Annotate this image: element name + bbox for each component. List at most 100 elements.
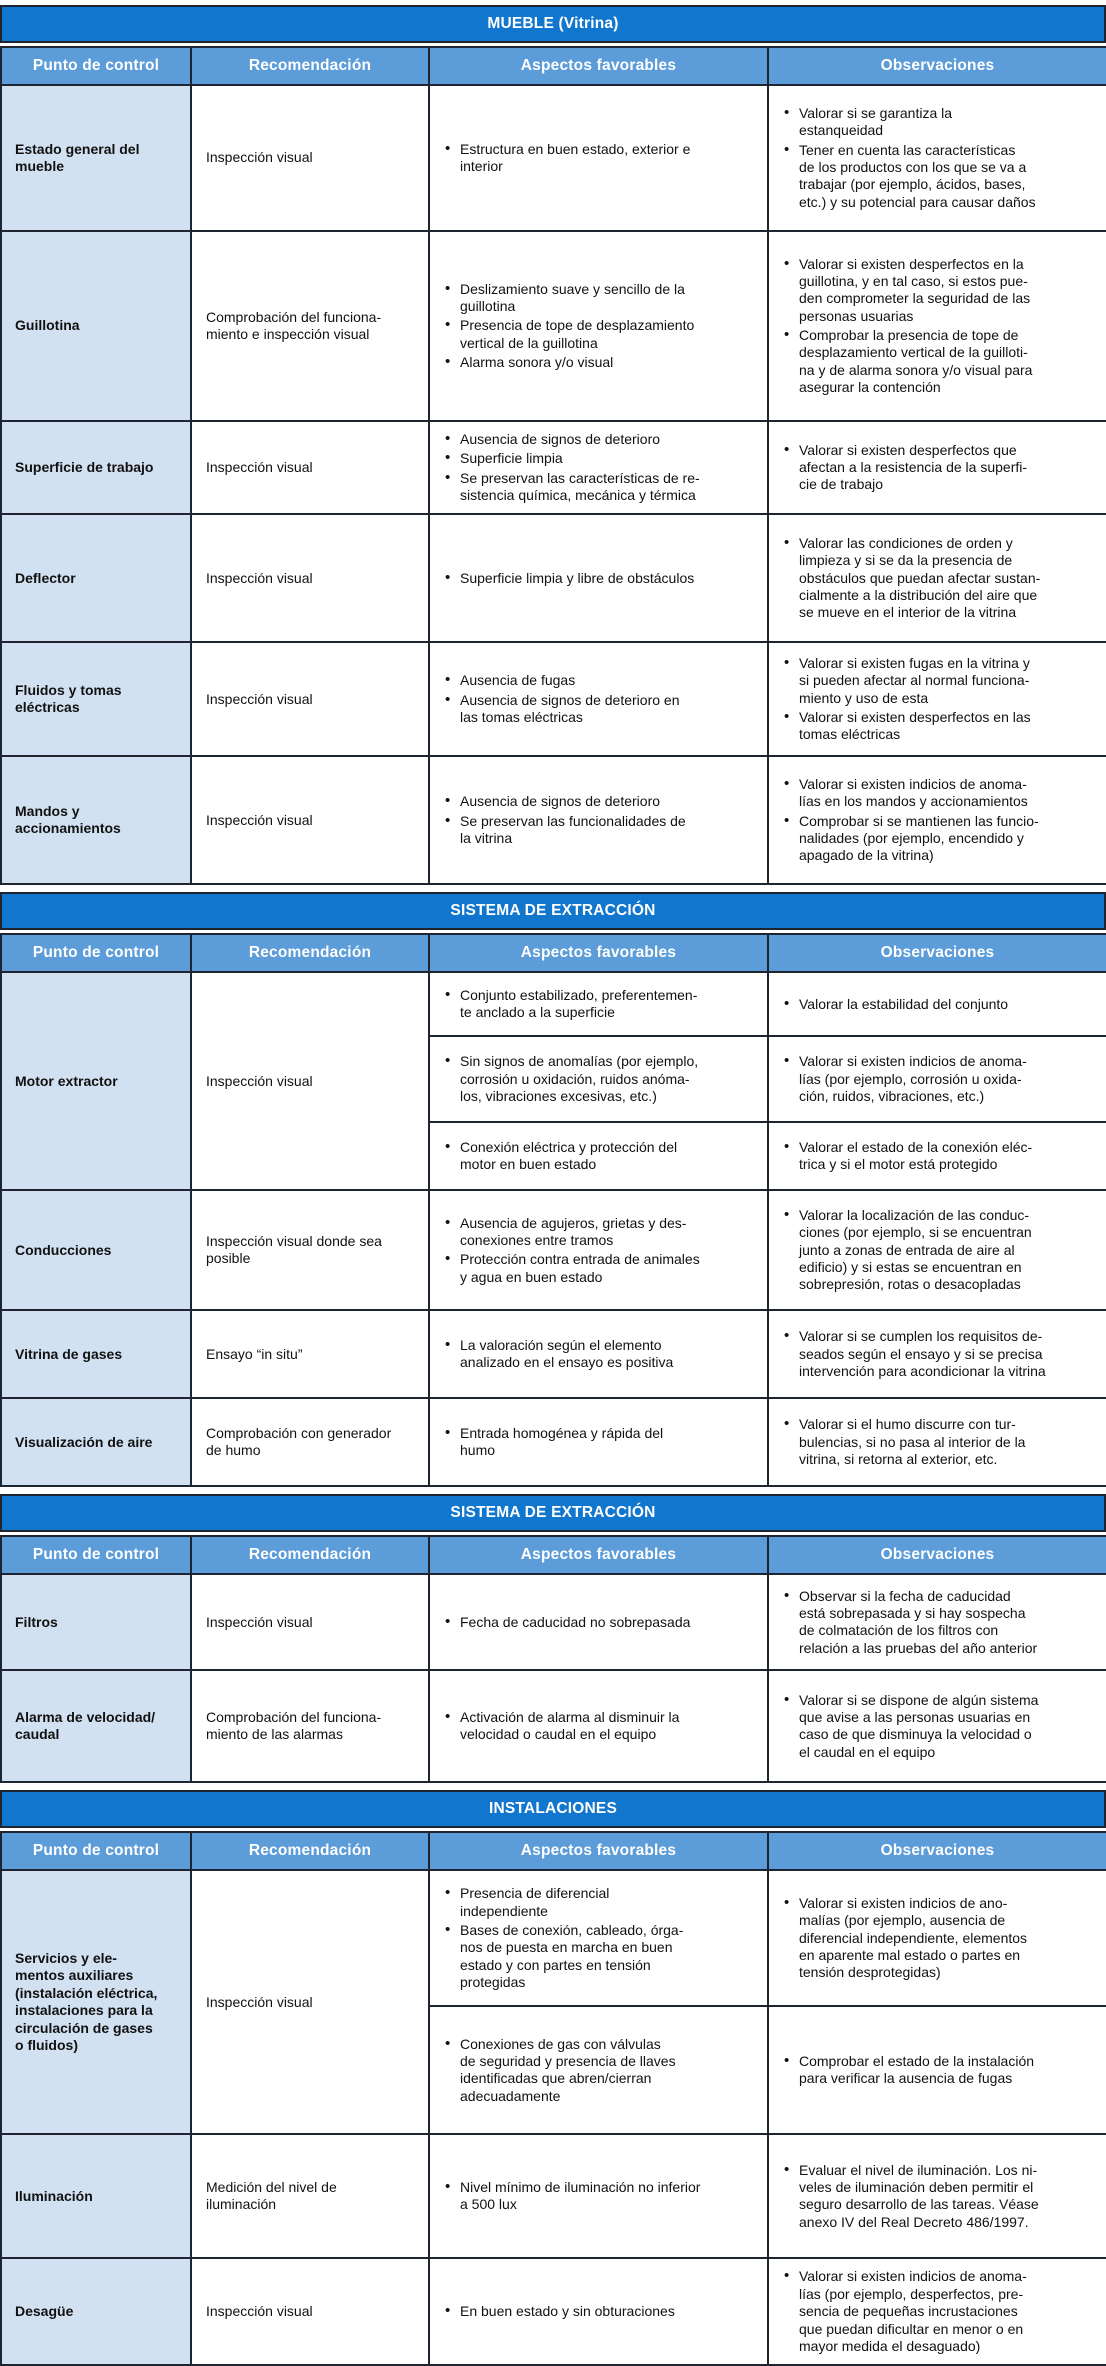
table-row: Conexión eléctrica y protección del moto… xyxy=(1,1121,1106,1192)
favorables-cell: Entrada homogénea y rápida del humo xyxy=(428,1397,769,1488)
favorables-cell: La valoración según el elemento analizad… xyxy=(428,1309,769,1400)
bullet-item: La valoración según el elemento analizad… xyxy=(440,1336,761,1372)
bullet-item: Valorar si existen indicios de anoma- lí… xyxy=(779,2267,1100,2355)
bullet-item: Conjunto estabilizado, preferentemen- te… xyxy=(440,986,761,1022)
favorables-cell: Nivel mínimo de iluminación no inferior … xyxy=(428,2133,769,2260)
section-instalaciones: INSTALACIONES Punto de control Recomenda… xyxy=(0,1790,1106,2366)
table-row: Deflector Inspección visual Superficie l… xyxy=(0,513,1106,644)
favorables-cell: Ausencia de fugas Ausencia de signos de … xyxy=(428,641,769,758)
bullet-item: Valorar si se garantiza la estanqueidad xyxy=(779,104,1100,140)
bullet-item: En buen estado y sin obturaciones xyxy=(440,2302,761,2321)
column-header-aspectos-favorables: Aspectos favorables xyxy=(428,1831,769,1872)
recommendation-cell: Inspección visual xyxy=(190,1573,430,1672)
bullet-item: Conexiones de gas con válvulas de seguri… xyxy=(440,2035,761,2105)
observaciones-cell: Valorar si existen desperfectos que afec… xyxy=(767,419,1106,516)
observaciones-cell: Valorar si existen indicios de anoma- lí… xyxy=(767,2257,1106,2366)
table-row: Conducciones Inspección visual donde sea… xyxy=(0,1189,1106,1312)
favorables-cell: Conexiones de gas con válvulas de seguri… xyxy=(428,2005,769,2136)
column-header-observaciones: Observaciones xyxy=(767,933,1106,974)
observaciones-cell: Valorar si se cumplen los requisitos de-… xyxy=(767,1309,1106,1400)
column-header-aspectos-favorables: Aspectos favorables xyxy=(428,46,769,86)
bullet-item: Fecha de caducidad no sobrepasada xyxy=(440,1613,761,1632)
section-title: SISTEMA DE EXTRACCIÓN xyxy=(0,892,1106,931)
bullet-item: Valorar las condiciones de orden y limpi… xyxy=(779,534,1100,622)
inspection-table: Punto de control Recomendación Aspectos … xyxy=(0,46,1106,886)
bullet-item: Valorar el estado de la conexión eléc- t… xyxy=(779,1138,1100,1174)
bullet-item: Tener en cuenta las características de l… xyxy=(779,141,1100,211)
section-sistema-extraccion-1: SISTEMA DE EXTRACCIÓN Punto de control R… xyxy=(0,892,1106,1488)
control-cell: Iluminación xyxy=(0,2133,192,2260)
bullet-item: Ausencia de signos de deterioro en las t… xyxy=(440,691,761,727)
column-header-aspectos-favorables: Aspectos favorables xyxy=(428,1535,769,1576)
control-cell: Vitrina de gases xyxy=(0,1309,192,1400)
recommendation-cell: Medición del nivel de iluminación xyxy=(190,2133,430,2260)
inspection-table: Punto de control Recomendación Aspectos … xyxy=(0,1535,1106,1784)
bullet-item: Valorar la localización de las conduc- c… xyxy=(779,1206,1100,1294)
bullet-item: Nivel mínimo de iluminación no inferior … xyxy=(440,2178,761,2214)
favorables-cell: Conjunto estabilizado, preferentemen- te… xyxy=(428,971,769,1038)
bullet-item: Valorar si existen desperfectos en las t… xyxy=(779,708,1100,744)
recommendation-cell: Inspección visual xyxy=(190,641,430,758)
bullet-item: Se preservan las características de re- … xyxy=(440,469,761,505)
column-header-punto-de-control: Punto de control xyxy=(0,1535,192,1576)
table-row: Guillotina Comprobación del funciona- mi… xyxy=(0,230,1106,422)
bullet-item: Presencia de tope de desplazamiento vert… xyxy=(440,316,761,352)
control-cell: Mandos y accionamientos xyxy=(0,755,192,886)
bullet-item: Ausencia de agujeros, grietas y des- con… xyxy=(440,1214,761,1250)
observaciones-cell: Comprobar el estado de la instalación pa… xyxy=(767,2005,1106,2136)
header-row: Punto de control Recomendación Aspectos … xyxy=(0,933,1106,974)
column-header-recomendacion: Recomendación xyxy=(190,933,430,974)
section-mueble-vitrina: MUEBLE (Vitrina) Punto de control Recome… xyxy=(0,5,1106,886)
bullet-item: Ausencia de signos de deterioro xyxy=(440,430,761,449)
favorables-cell: Deslizamiento suave y sencillo de la gui… xyxy=(428,230,769,422)
favorables-cell: Activación de alarma al disminuir la vel… xyxy=(428,1669,769,1784)
bullet-item: Comprobar la presencia de tope de despla… xyxy=(779,326,1100,396)
recommendation-cell: Comprobación del funciona- miento de las… xyxy=(190,1669,430,1784)
table-row: Estado general del mueble Inspección vis… xyxy=(0,84,1106,232)
column-header-recomendacion: Recomendación xyxy=(190,1831,430,1872)
header-row: Punto de control Recomendación Aspectos … xyxy=(0,46,1106,86)
column-header-observaciones: Observaciones xyxy=(767,1535,1106,1576)
bullet-item: Evaluar el nivel de iluminación. Los ni-… xyxy=(779,2161,1100,2231)
bullet-item: Valorar si se dispone de algún sistema q… xyxy=(779,1691,1100,1761)
section-title: INSTALACIONES xyxy=(0,1790,1106,1829)
recommendation-cell: Inspección visual xyxy=(190,1869,430,2136)
favorables-cell: Ausencia de agujeros, grietas y des- con… xyxy=(428,1189,769,1312)
bullet-item: Valorar si existen desperfectos en la gu… xyxy=(779,255,1100,325)
observaciones-cell: Valorar si existen indicios de ano- malí… xyxy=(767,1869,1106,2008)
observaciones-cell: Valorar las condiciones de orden y limpi… xyxy=(767,513,1106,644)
recommendation-cell: Inspección visual xyxy=(190,513,430,644)
bullet-item: Protección contra entrada de animales y … xyxy=(440,1250,761,1286)
column-header-punto-de-control: Punto de control xyxy=(0,933,192,974)
recommendation-cell: Ensayo “in situ” xyxy=(190,1309,430,1400)
bullet-item: Valorar si existen desperfectos que afec… xyxy=(779,441,1100,494)
bullet-item: Entrada homogénea y rápida del humo xyxy=(440,1424,761,1460)
favorables-cell: Ausencia de signos de deterioro Superfic… xyxy=(428,419,769,516)
bullet-item: Se preservan las funcionalidades de la v… xyxy=(440,812,761,848)
recommendation-cell: Comprobación con generador de humo xyxy=(190,1397,430,1488)
section-title: SISTEMA DE EXTRACCIÓN xyxy=(0,1494,1106,1533)
bullet-item: Estructura en buen estado, exterior e in… xyxy=(440,140,761,176)
table-row: Sin signos de anomalías (por ejemplo, co… xyxy=(1,1035,1106,1124)
recommendation-cell: Inspección visual xyxy=(190,755,430,886)
table-row: Superficie de trabajo Inspección visual … xyxy=(0,419,1106,516)
bullet-item: Valorar la estabilidad del conjunto xyxy=(779,995,1100,1014)
control-cell: Deflector xyxy=(0,513,192,644)
column-header-observaciones: Observaciones xyxy=(767,46,1106,86)
observaciones-cell: Valorar si se dispone de algún sistema q… xyxy=(767,1669,1106,1784)
favorables-cell: Ausencia de signos de deterioro Se prese… xyxy=(428,755,769,886)
observaciones-cell: Observar si la fecha de caducidad está s… xyxy=(767,1573,1106,1672)
table-row: Vitrina de gases Ensayo “in situ” La val… xyxy=(0,1309,1106,1400)
recommendation-cell: Inspección visual xyxy=(190,971,430,1192)
bullet-item: Activación de alarma al disminuir la vel… xyxy=(440,1708,761,1744)
favorables-cell: Presencia de diferencial independiente B… xyxy=(428,1869,769,2008)
bullet-item: Superficie limpia y libre de obstáculos xyxy=(440,569,761,588)
table-row: Motor extractor Inspección visual Conjun… xyxy=(0,971,1106,1192)
table-row: Fluidos y tomas eléctricas Inspección vi… xyxy=(0,641,1106,758)
control-cell: Guillotina xyxy=(0,230,192,422)
table-row: Desagüe Inspección visual En buen estado… xyxy=(0,2257,1106,2366)
control-cell: Superficie de trabajo xyxy=(0,419,192,516)
control-cell: Visualización de aire xyxy=(0,1397,192,1488)
table-row: Conexiones de gas con válvulas de seguri… xyxy=(1,2005,1106,2136)
recommendation-cell: Inspección visual xyxy=(190,419,430,516)
